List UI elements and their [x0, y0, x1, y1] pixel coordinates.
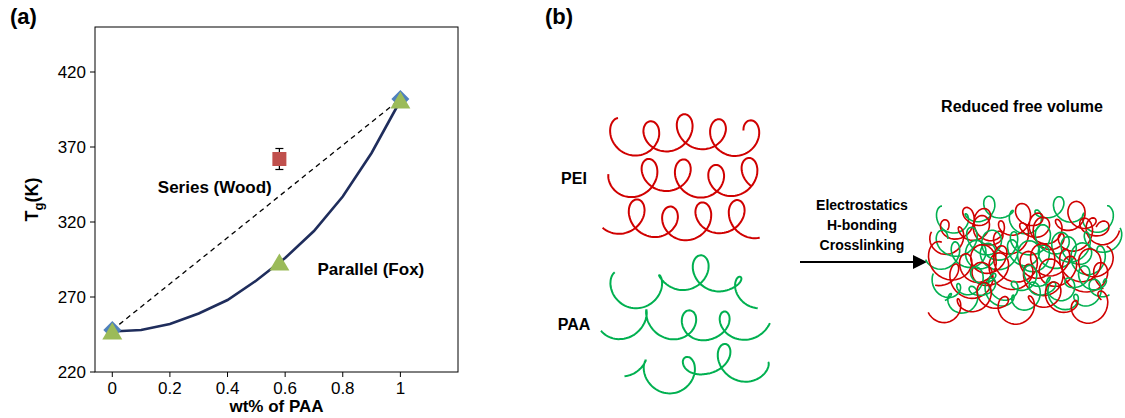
x-tick [342, 372, 343, 377]
mixed-chain [932, 265, 1106, 301]
mixed-chain [929, 242, 1114, 283]
chain-label: PEI [561, 170, 587, 187]
mixed-chain [935, 253, 1108, 299]
x-tick [169, 372, 170, 377]
arrow-label: H-bonding [827, 217, 897, 233]
arrow-label: Crosslinking [820, 237, 905, 253]
y-tick-label: 220 [58, 363, 86, 382]
y-tick-label: 270 [58, 288, 86, 307]
y-tick [90, 297, 95, 298]
y-axis-title: Tg(K) [22, 178, 46, 222]
plot-data [102, 90, 410, 340]
x-tick [112, 372, 113, 377]
result-label: Reduced free volume [941, 98, 1103, 115]
y-tick-label: 370 [58, 138, 86, 157]
annotation: Series (Wood) [158, 178, 272, 197]
arrow-shaft [800, 261, 915, 263]
x-tick-label: 0.8 [331, 379, 355, 398]
pei-chain [610, 114, 759, 156]
diamond-marker [103, 321, 121, 339]
x-tick [285, 372, 286, 377]
diamond-marker [391, 90, 409, 108]
y-tick [90, 222, 95, 223]
x-tick-label: 0.6 [273, 379, 297, 398]
x-tick [227, 372, 228, 377]
y-tick [90, 72, 95, 73]
plot-frame [95, 27, 458, 372]
panel-label: (b) [545, 4, 573, 29]
triangle-marker [102, 323, 122, 340]
mixed-chain [936, 225, 1121, 262]
x-tick-label: 0 [108, 379, 117, 398]
paa-chain [625, 344, 769, 393]
x-tick-label: 0.2 [158, 379, 182, 398]
arrow-head [913, 255, 927, 269]
mixed-chain [928, 282, 1108, 324]
chain-label: PAA [558, 316, 591, 333]
series-line [112, 101, 400, 332]
annotation: Parallel (Fox) [317, 260, 424, 279]
x-axis-title: wt% of PAA [228, 397, 323, 416]
y-tick-label: 420 [58, 63, 86, 82]
pei-chain [608, 158, 757, 198]
triangle-marker [390, 92, 410, 109]
error-cap [275, 169, 283, 170]
pei-chain [603, 199, 760, 240]
y-tick [90, 372, 95, 373]
y-tick [90, 147, 95, 148]
y-tick-label: 320 [58, 213, 86, 232]
figure: (a) 220 270 320 370 420 0 0.2 0.4 0.6 0.8 1 wt% of P… [0, 0, 1125, 418]
square-marker [272, 152, 286, 166]
x-tick [400, 372, 401, 377]
y-title-main: T [22, 210, 42, 221]
y-title-unit: (K) [22, 178, 42, 203]
x-tick-label: 0.4 [216, 379, 240, 398]
paa-chain [610, 255, 757, 308]
panel-label: (a) [10, 4, 37, 29]
error-cap [275, 148, 283, 149]
arrow-label: Electrostatics [816, 197, 908, 213]
y-title-sub: g [31, 202, 46, 210]
series-line-dashed [112, 99, 400, 330]
paa-chain [601, 310, 770, 340]
triangle-marker [269, 254, 289, 271]
x-tick-label: 1 [396, 379, 405, 398]
